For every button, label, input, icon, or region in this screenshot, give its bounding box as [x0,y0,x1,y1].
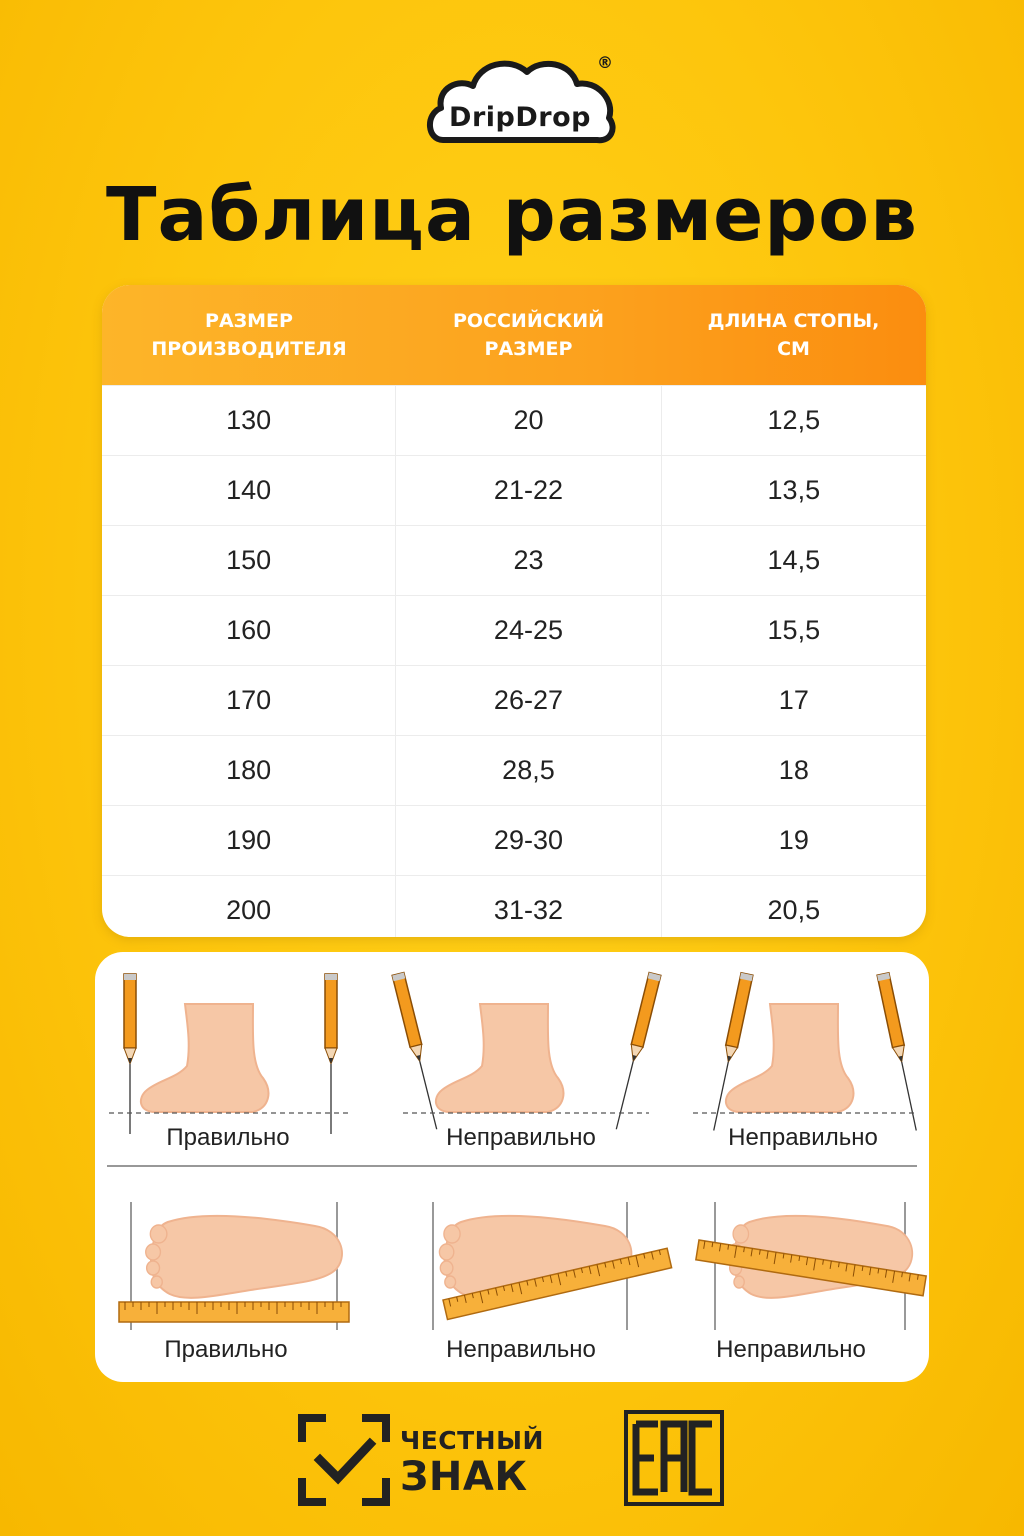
table-row: 200 31-32 20,5 [102,875,926,937]
registered-mark: ® [597,53,613,72]
cell-foot-length: 18 [660,736,926,805]
logo-text: DripDrop [449,102,591,133]
cell-manufacturer-size: 160 [226,615,272,645]
table-header: РАЗМЕР ПРОИЗВОДИТЕЛЯ РОССИЙСКИЙ РАЗМЕР Д… [102,285,926,385]
size-table: РАЗМЕР ПРОИЗВОДИТЕЛЯ РОССИЙСКИЙ РАЗМЕР Д… [102,285,926,937]
cell-russian-size: 31-32 [395,876,660,937]
page-title: Таблица размеров [106,172,918,258]
caption-side-incorrect-2: Неправильно [728,1124,878,1151]
table-row: 150 23 14,5 [102,525,926,595]
chestny-znak-check-icon [298,1414,390,1506]
chestny-znak-text-line1: ЧЕСТНЫЙ [400,1426,544,1455]
table-row: 130 20 12,5 [102,385,926,455]
cell-russian-size: 20 [395,386,660,455]
table-row: 170 26-27 17 [102,665,926,735]
foot-top-ruler-tilted-up-icon [432,1202,673,1330]
cell-manufacturer-size: 150 [226,545,272,575]
cell-manufacturer-size: 180 [226,755,272,785]
table-row: 140 21-22 13,5 [102,455,926,525]
table-row: 160 24-25 15,5 [102,595,926,665]
measuring-guide-illustrations [107,971,927,1330]
cell-manufacturer-size: 170 [226,685,272,715]
brand-logo: ® DripDrop [425,52,625,154]
caption-side-incorrect-1: Неправильно [446,1124,596,1151]
cell-foot-length: 13,5 [660,456,926,525]
header-russian-size: РОССИЙСКИЙ РАЗМЕР [452,310,605,360]
cell-russian-size: 26-27 [395,666,660,735]
cell-manufacturer-size: 140 [226,475,272,505]
cell-manufacturer-size: 190 [226,825,272,855]
chestny-znak-text-line2: ЗНАК [400,1454,528,1500]
cell-foot-length: 17 [660,666,926,735]
foot-top-ruler-tilted-down-icon [695,1202,927,1330]
caption-top-incorrect-2: Неправильно [716,1336,866,1363]
caption-top-incorrect-1: Неправильно [446,1336,596,1363]
table-row: 190 29-30 19 [102,805,926,875]
cell-foot-length: 15,5 [660,596,926,665]
caption-top-correct: Правильно [164,1336,288,1363]
header-manufacturer-size: РАЗМЕР ПРОИЗВОДИТЕЛЯ [151,310,347,360]
cell-russian-size: 29-30 [395,806,660,875]
cell-russian-size: 23 [395,526,660,595]
foot-top-ruler-straight-icon [118,1202,350,1330]
foot-side-pencils-correct-icon [109,973,351,1135]
cell-manufacturer-size: 200 [226,895,272,925]
cell-russian-size: 24-25 [395,596,660,665]
foot-side-pencils-tilted-out-icon [693,972,923,1133]
header-foot-length: ДЛИНА СТОПЫ, СМ [707,310,880,360]
measuring-guide: Правильно Неправильно Неправильно Правил… [95,952,929,1382]
cell-russian-size: 21-22 [395,456,660,525]
cell-manufacturer-size: 130 [226,405,272,435]
cell-foot-length: 14,5 [660,526,926,595]
cell-foot-length: 12,5 [660,386,926,455]
cloud-icon: ® [427,53,616,144]
table-row: 180 28,5 18 [102,735,926,805]
cell-russian-size: 28,5 [395,736,660,805]
caption-side-correct: Правильно [166,1124,290,1151]
chestny-znak-logo: ЧЕСТНЫЙ ЗНАК [298,1412,558,1508]
foot-side-pencils-tilted-in-icon [391,971,662,1132]
eac-certification-icon [624,1410,724,1506]
cell-foot-length: 19 [660,806,926,875]
eac-mark [624,1410,724,1506]
cell-foot-length: 20,5 [660,876,926,937]
